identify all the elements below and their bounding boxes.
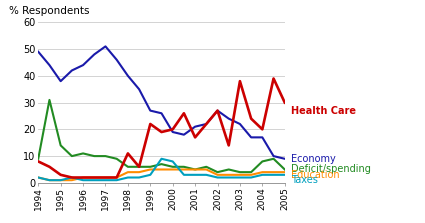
Text: Economy: Economy xyxy=(292,154,336,164)
Text: Taxes: Taxes xyxy=(292,175,318,185)
Text: Health Care: Health Care xyxy=(292,106,357,116)
Text: Education: Education xyxy=(292,170,340,180)
Text: Deficit/spending: Deficit/spending xyxy=(292,165,371,174)
Text: % Respondents: % Respondents xyxy=(8,6,89,16)
